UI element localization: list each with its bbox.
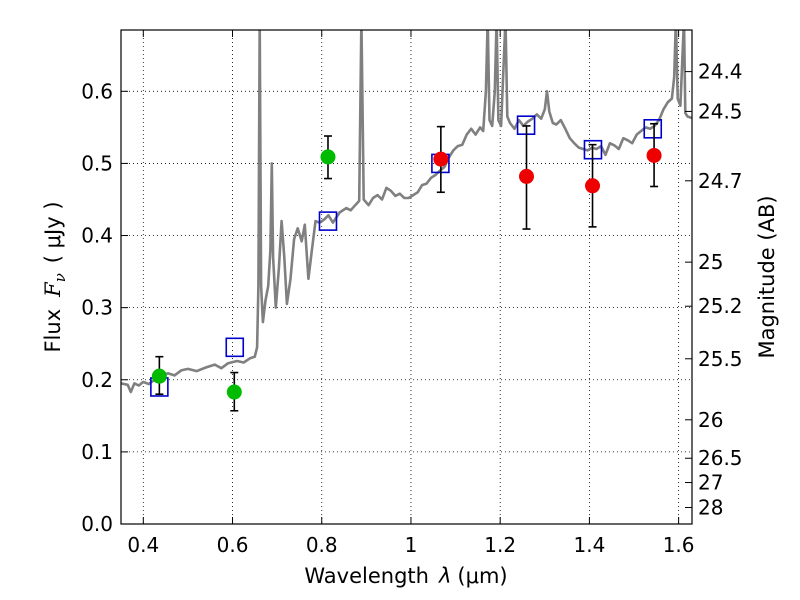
x-tick-label: 1.4 xyxy=(573,533,605,557)
nir-data-point xyxy=(433,151,449,167)
grid-lines xyxy=(121,30,692,524)
mag-tick-label: 25.2 xyxy=(698,294,743,318)
x-axis-label: Wavelength λ (μm) xyxy=(304,564,507,588)
mag-tick-label: 26.5 xyxy=(698,446,743,470)
y-tick-label: 0.2 xyxy=(81,368,113,392)
mag-tick-label: 27 xyxy=(698,471,723,495)
optical-data-point xyxy=(151,368,167,384)
mag-tick-label: 24.7 xyxy=(698,169,743,193)
mag-tick-label: 24.4 xyxy=(698,60,743,84)
mag-tick-label: 28 xyxy=(698,495,723,519)
mag-tick-label: 25 xyxy=(698,250,723,274)
model-photometry-square xyxy=(225,337,245,358)
axis-ticks: 0.4 0.6 0.8 1 1.2 1.4 1.6 0.0 0.1 0.2 0.3 0.4 0.5 0.6… xyxy=(81,30,743,557)
nir-data-point xyxy=(518,168,534,184)
y-tick-label: 0.0 xyxy=(81,512,113,536)
nir-data-point xyxy=(646,147,662,163)
y-tick-label: 0.1 xyxy=(81,440,113,464)
optical-data-point xyxy=(226,384,242,400)
y-tick-label: 0.3 xyxy=(81,296,113,320)
mag-tick-label: 26 xyxy=(698,408,723,432)
model-photometry-square xyxy=(643,119,663,139)
model-photometry-square xyxy=(318,211,338,231)
x-tick-label: 0.8 xyxy=(306,533,338,557)
plot-area xyxy=(121,30,692,412)
x-tick-label: 1 xyxy=(405,533,418,557)
mag-tick-label: 24.5 xyxy=(698,99,743,123)
y2-axis-label: Magnitude (AB) xyxy=(755,195,779,358)
y-axis-label: FluxFν( μJy ) xyxy=(41,201,69,352)
mag-tick-label: 25.5 xyxy=(698,347,743,371)
x-tick-label: 0.4 xyxy=(127,533,159,557)
x-tick-label: 0.6 xyxy=(217,533,249,557)
y-tick-label: 0.5 xyxy=(81,151,113,175)
spectrum-line xyxy=(121,30,692,394)
x-tick-label: 1.2 xyxy=(484,533,516,557)
plot-frame xyxy=(120,29,693,525)
y-tick-label: 0.4 xyxy=(81,224,113,248)
nir-data-point xyxy=(585,178,601,194)
x-tick-label: 1.6 xyxy=(663,533,695,557)
y-tick-label: 0.6 xyxy=(81,79,113,103)
optical-data-point xyxy=(320,149,336,165)
